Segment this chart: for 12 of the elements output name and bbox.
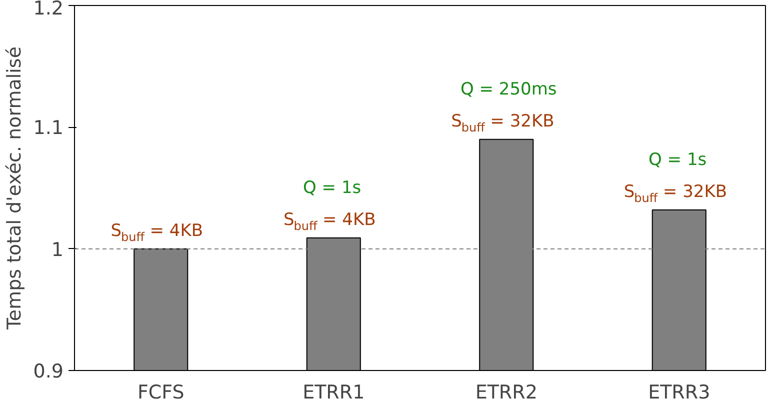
y-tick-label: 1	[51, 238, 64, 261]
y-tick-label: 0.9	[33, 360, 64, 382]
y-axis-title: Temps total d'exéc. normalisé	[3, 46, 26, 331]
x-tick-label: ETRR3	[648, 382, 710, 404]
annotation: Q = 1s	[648, 150, 707, 170]
y-tick-label: 1.1	[33, 117, 64, 140]
x-tick-label: ETRR1	[302, 382, 365, 404]
y-tick-label: 1.2	[33, 0, 64, 20]
annotation: Q = 250ms	[460, 79, 557, 100]
annotation: Q = 1s	[303, 178, 362, 198]
x-tick-label: ETRR2	[475, 382, 538, 404]
x-tick-label: FCFS	[137, 382, 184, 404]
